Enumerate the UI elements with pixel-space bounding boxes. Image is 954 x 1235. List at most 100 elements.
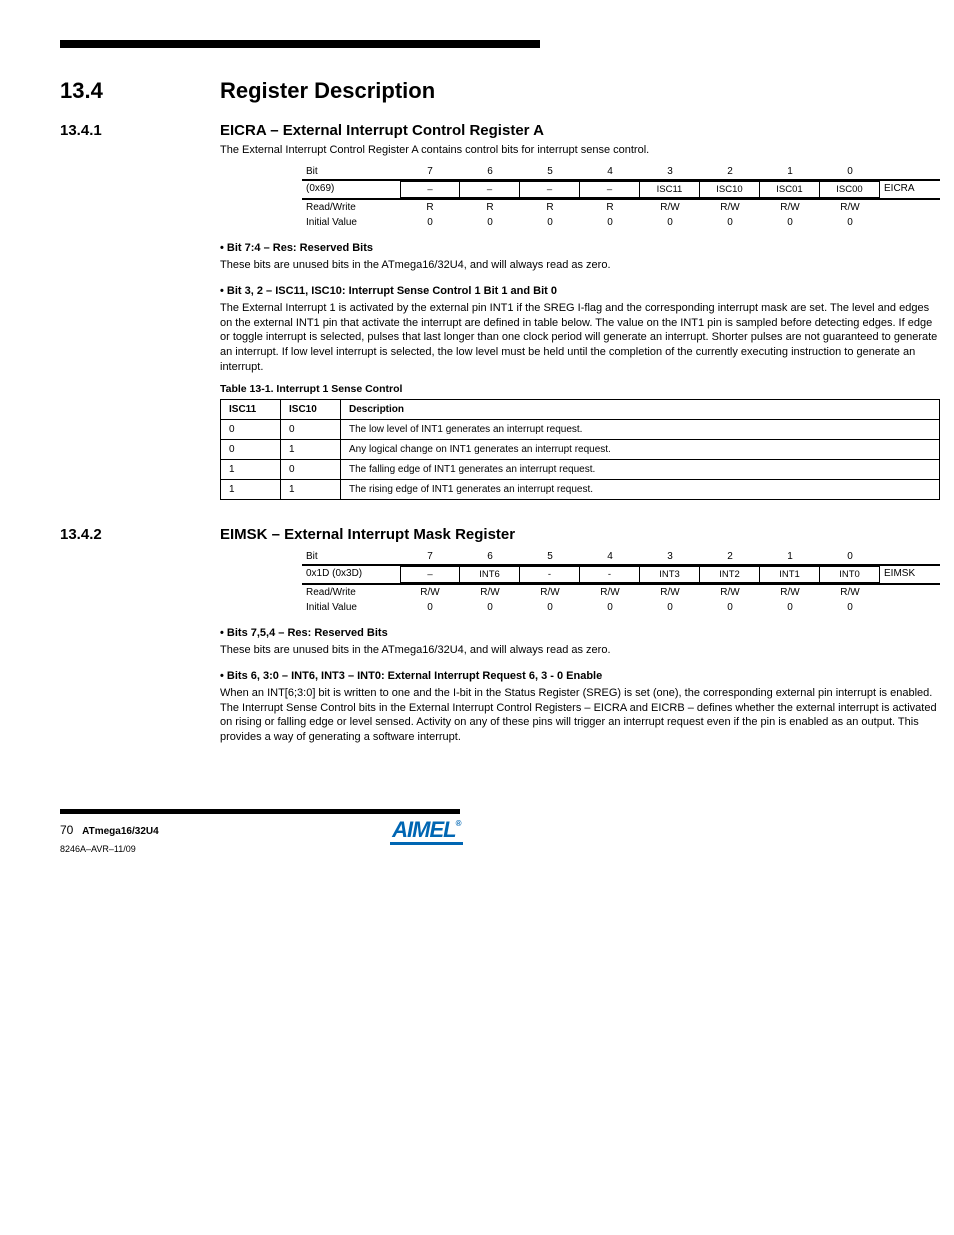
reg2-rw: R/W: [580, 585, 640, 600]
reg2-label: INT1: [760, 566, 820, 583]
td: 1: [281, 479, 341, 499]
reg2-bit: 0: [820, 549, 880, 564]
th: Description: [341, 399, 940, 419]
reg1-label: ISC00: [820, 181, 880, 198]
reg-bit-label: Bit: [302, 549, 400, 564]
register-table-eimsk: Bit 7 6 5 4 3 2 1 0 0x1D (0x3D) – INT6 -: [302, 549, 940, 615]
section-number: 13.4: [60, 78, 220, 104]
td: 1: [221, 479, 281, 499]
page-number: 70: [60, 823, 73, 837]
reg1-init: 0: [400, 215, 460, 230]
reg2-init: 0: [580, 600, 640, 615]
reg1-rw: R/W: [640, 200, 700, 215]
reg1-label: –: [580, 181, 640, 198]
reg2-label: INT0: [820, 566, 880, 583]
reg1-bit: 5: [520, 164, 580, 179]
reg1-rw-row: Read/Write R R R R R/W R/W R/W R/W: [302, 200, 940, 215]
reg2-init: 0: [400, 600, 460, 615]
h2b-num: 13.4.2: [60, 526, 102, 543]
atmel-logo: AIMEL®: [390, 817, 462, 845]
reg2-rw: R/W: [640, 585, 700, 600]
reg1-name: EICRA: [880, 181, 940, 198]
reg-init-label: Initial Value: [302, 215, 400, 230]
td: 1: [221, 459, 281, 479]
reg1-rw: R/W: [820, 200, 880, 215]
reg1-rw: R/W: [700, 200, 760, 215]
table-row: 1 0 The falling edge of INT1 generates a…: [221, 459, 940, 479]
reg2-label: -: [520, 566, 580, 583]
reg2-bit: 4: [580, 549, 640, 564]
td: The rising edge of INT1 generates an int…: [341, 479, 940, 499]
reg1-init: 0: [520, 215, 580, 230]
reg2-init: 0: [640, 600, 700, 615]
reg1-label: ISC10: [700, 181, 760, 198]
reg1-rw: R/W: [760, 200, 820, 215]
reg1-rw: R: [580, 200, 640, 215]
reg1-label: –: [400, 181, 460, 198]
reg1-init: 0: [460, 215, 520, 230]
td: 0: [281, 459, 341, 479]
reg1-init: 0: [580, 215, 640, 230]
reg1-bits-row: Bit 7 6 5 4 3 2 1 0: [302, 164, 940, 179]
td: The low level of INT1 generates an inter…: [341, 419, 940, 439]
table1-caption: Table 13-1. Interrupt 1 Sense Control: [220, 383, 940, 395]
reg2-init: 0: [460, 600, 520, 615]
reg2-label: INT6: [460, 566, 520, 583]
h1-text: Register Description: [220, 78, 435, 103]
reg1-bit: 4: [580, 164, 640, 179]
reg-init-label: Initial Value: [302, 600, 400, 615]
reg1-bit: 3: [640, 164, 700, 179]
reg2-init: 0: [700, 600, 760, 615]
th: ISC10: [281, 399, 341, 419]
reg2-label: –: [400, 566, 460, 583]
td: The falling edge of INT1 generates an in…: [341, 459, 940, 479]
subsection-number: 13.4.2: [60, 526, 220, 543]
reg1-init: 0: [640, 215, 700, 230]
reg1-bit: 0: [820, 164, 880, 179]
reg2-init: 0: [760, 600, 820, 615]
table-row: 0 1 Any logical change on INT1 generates…: [221, 439, 940, 459]
reg2-rw: R/W: [520, 585, 580, 600]
reg1-init-row: Initial Value 0 0 0 0 0 0 0 0: [302, 215, 940, 230]
reg1-init: 0: [760, 215, 820, 230]
reg2-rw: R/W: [760, 585, 820, 600]
table-row: 0 0 The low level of INT1 generates an i…: [221, 419, 940, 439]
bullet-4: • Bits 6, 3:0 – INT6, INT3 – INT0: Exter…: [220, 670, 940, 682]
subsection-number: 13.4.1: [60, 122, 220, 139]
h2a-para: The External Interrupt Control Register …: [220, 143, 940, 158]
reg1-addr: (0x69): [302, 181, 400, 198]
reg2-rw-row: Read/Write R/W R/W R/W R/W R/W R/W R/W R…: [302, 585, 940, 600]
reg2-name: EIMSK: [880, 566, 940, 583]
page-footer: 70 ATmega16/32U4 AIMEL® 8246A–AVR–11/09: [60, 809, 894, 854]
h2a-num: 13.4.1: [60, 122, 102, 139]
bullet-3: • Bits 7,5,4 – Res: Reserved Bits: [220, 627, 940, 639]
reg2-init: 0: [520, 600, 580, 615]
reg1-bit: 2: [700, 164, 760, 179]
reg2-bits-row: Bit 7 6 5 4 3 2 1 0: [302, 549, 940, 564]
register-table-eicra: Bit 7 6 5 4 3 2 1 0 (0x69) – – – –: [302, 164, 940, 230]
td: 0: [281, 419, 341, 439]
reg-rw-label: Read/Write: [302, 200, 400, 215]
bullet-2: • Bit 3, 2 – ISC11, ISC10: Interrupt Sen…: [220, 285, 940, 297]
td: 0: [221, 439, 281, 459]
doc-title: ATmega16/32U4: [82, 826, 159, 837]
reg2-init-row: Initial Value 0 0 0 0 0 0 0 0: [302, 600, 940, 615]
h2a-text: EICRA – External Interrupt Control Regis…: [220, 122, 940, 139]
reg1-bit: 1: [760, 164, 820, 179]
reg2-rw: R/W: [820, 585, 880, 600]
reg1-init: 0: [700, 215, 760, 230]
reg2-label: -: [580, 566, 640, 583]
reg1-init: 0: [820, 215, 880, 230]
reg2-addr: 0x1D (0x3D): [302, 566, 400, 583]
bullet-1-text: These bits are unused bits in the ATmega…: [220, 258, 940, 273]
doc-id: 8246A–AVR–11/09: [60, 844, 894, 854]
reg1-bit: 7: [400, 164, 460, 179]
reg2-bit: 7: [400, 549, 460, 564]
reg2-bit: 6: [460, 549, 520, 564]
reg1-label: –: [460, 181, 520, 198]
reg1-rw: R: [460, 200, 520, 215]
bullet-2-text: The External Interrupt 1 is activated by…: [220, 301, 940, 375]
reg2-bit: 5: [520, 549, 580, 564]
reg1-rw: R: [520, 200, 580, 215]
reg2-bit: 1: [760, 549, 820, 564]
